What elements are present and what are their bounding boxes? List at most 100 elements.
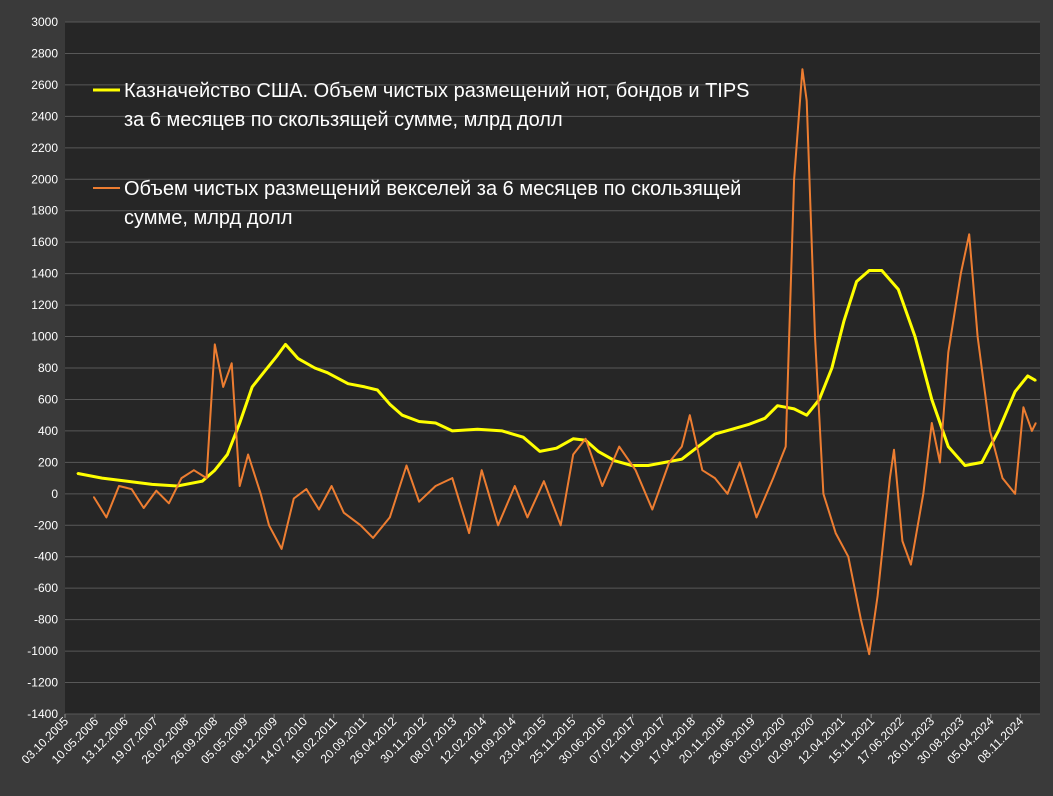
data-point: [889, 477, 891, 479]
data-point: [805, 99, 808, 102]
legend-label-1: Казначейство США. Объем чистых размещени…: [124, 80, 750, 102]
data-point: [1001, 477, 1004, 479]
data-point: [876, 595, 879, 597]
data-point: [389, 403, 391, 406]
data-point: [555, 447, 558, 450]
data-point: [193, 469, 195, 472]
series-lines: [76, 68, 1037, 656]
data-point: [784, 445, 787, 448]
y-tick-label: 0: [51, 487, 58, 501]
data-point: [297, 357, 299, 360]
data-point: [372, 537, 374, 539]
data-point: [618, 445, 620, 448]
data-point: [326, 371, 329, 374]
data-point: [981, 461, 983, 464]
data-point: [601, 485, 604, 487]
data-point: [480, 469, 483, 472]
data-point: [910, 563, 912, 566]
data-point: [264, 370, 266, 372]
data-point: [314, 367, 316, 369]
data-point: [681, 445, 683, 448]
data-point: [268, 524, 270, 527]
data-point: [280, 548, 283, 550]
data-point: [897, 288, 900, 291]
data-point: [572, 453, 574, 456]
data-point: [597, 450, 599, 453]
data-point: [434, 422, 437, 424]
data-point: [226, 453, 229, 456]
data-point: [843, 320, 845, 322]
y-tick-label: 1200: [31, 298, 58, 312]
data-point: [476, 428, 479, 431]
y-tick-label: 1800: [31, 204, 58, 218]
data-point: [947, 445, 950, 448]
data-point: [364, 386, 366, 388]
data-point: [793, 178, 795, 181]
data-point: [539, 450, 541, 453]
data-point: [881, 269, 883, 272]
data-point: [997, 430, 1000, 432]
data-point: [831, 367, 833, 369]
data-point: [614, 460, 616, 462]
data-point: [376, 389, 379, 391]
y-tick-label: -800: [34, 613, 58, 627]
data-point: [939, 461, 941, 464]
data-point: [801, 68, 804, 70]
data-point: [793, 408, 795, 410]
data-point: [418, 420, 420, 423]
data-point: [714, 433, 716, 435]
data-point: [230, 362, 233, 365]
y-tick-label: 3000: [31, 15, 58, 29]
data-point: [418, 500, 420, 503]
data-point: [931, 398, 933, 401]
data-point: [922, 493, 925, 495]
data-point: [305, 488, 308, 490]
data-point: [293, 497, 295, 500]
data-point: [214, 469, 216, 472]
data-point: [681, 458, 683, 461]
data-point: [259, 493, 262, 495]
y-tick-label: 1600: [31, 235, 58, 249]
data-point: [284, 343, 287, 346]
data-point: [501, 430, 504, 432]
data-point: [805, 414, 808, 417]
data-point: [514, 485, 516, 487]
data-point: [914, 335, 916, 338]
data-point: [389, 516, 391, 519]
data-point: [276, 354, 279, 357]
data-point: [251, 386, 253, 388]
y-tick-label: 2800: [31, 46, 58, 60]
data-point: [1035, 422, 1037, 424]
data-point: [214, 343, 216, 346]
data-point: [689, 414, 691, 417]
y-tick-label: -1200: [27, 676, 58, 690]
y-tick-label: -1400: [27, 707, 58, 721]
legend-label-1-line2: за 6 месяцев по скользящей сумме, млрд д…: [124, 109, 563, 131]
data-point: [405, 464, 408, 467]
data-point: [764, 417, 766, 420]
data-point: [584, 438, 587, 440]
legend-label-2-line2: сумме, млрд долл: [124, 207, 293, 229]
data-point: [847, 555, 850, 558]
data-point: [947, 351, 950, 354]
data-point: [247, 453, 249, 456]
data-point: [668, 461, 670, 464]
data-point: [451, 477, 454, 479]
data-point: [522, 436, 524, 439]
data-point: [755, 516, 758, 519]
y-tick-label: 2400: [31, 109, 58, 123]
data-point: [747, 423, 749, 426]
y-tick-label: 400: [38, 424, 58, 438]
data-point: [180, 477, 183, 479]
y-axis: -1400 -1200 -1000 -800 -600 -400 -200 0 200 400 60…: [27, 15, 58, 721]
data-point: [318, 508, 320, 511]
gridlines: [65, 21, 1040, 715]
data-point: [434, 485, 437, 487]
data-point: [543, 480, 545, 483]
data-point: [1035, 379, 1037, 382]
data-point: [1014, 493, 1016, 495]
data-point: [238, 485, 241, 487]
data-point: [968, 233, 970, 236]
data-point: [634, 469, 637, 472]
